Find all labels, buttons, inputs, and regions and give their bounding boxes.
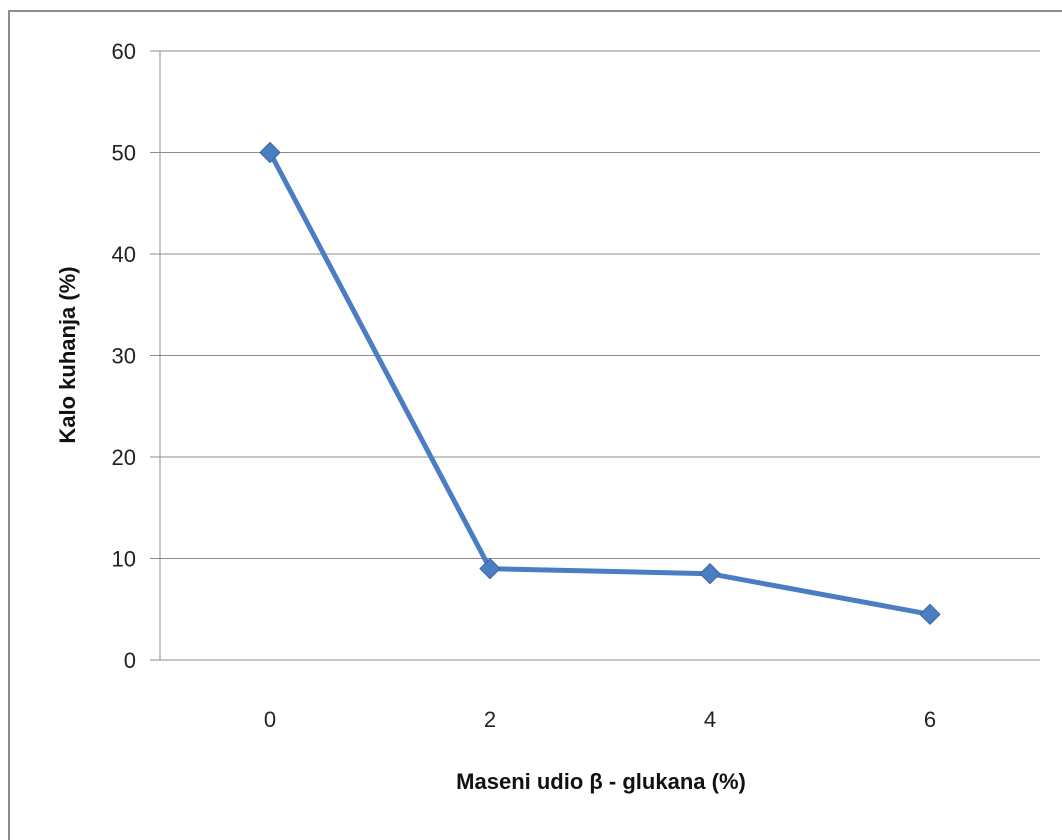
y-tick-label: 0: [124, 648, 136, 673]
y-tick-label: 10: [112, 547, 136, 572]
chart-frame: [8, 10, 1062, 840]
grid-lines: [150, 50, 1040, 661]
series-line: [267, 151, 931, 617]
data-point-marker: [259, 141, 281, 164]
x-tick-label: 4: [704, 707, 716, 732]
x-tick-label: 0: [264, 707, 276, 732]
data-point-marker: [699, 563, 721, 585]
y-axis-ticks: 0 10 20 30 40 50 60: [112, 39, 136, 673]
data-point-marker: [919, 603, 941, 626]
series-group: [259, 141, 941, 626]
y-axis-title: Kalo kuhanja (%): [55, 266, 80, 443]
data-point-marker: [479, 557, 501, 580]
y-tick-label: 40: [112, 242, 136, 267]
x-tick-label: 6: [924, 707, 936, 732]
x-tick-label: 2: [484, 707, 496, 732]
y-tick-label: 30: [112, 344, 136, 369]
y-tick-label: 20: [112, 445, 136, 470]
x-axis-ticks: 0 2 4 6: [264, 707, 936, 732]
y-tick-label: 50: [112, 141, 136, 166]
y-tick-label: 60: [112, 39, 136, 64]
x-axis-title: Maseni udio β - glukana (%): [456, 769, 746, 794]
